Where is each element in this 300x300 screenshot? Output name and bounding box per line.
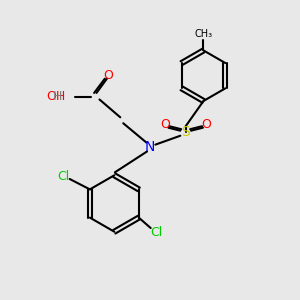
Text: O: O [103, 69, 113, 82]
Text: S: S [181, 125, 190, 139]
Text: CH₃: CH₃ [194, 29, 213, 39]
Text: Cl: Cl [57, 169, 69, 182]
Text: O: O [160, 118, 170, 131]
Text: O: O [202, 118, 212, 131]
Text: H: H [53, 90, 62, 103]
Text: N: N [145, 140, 155, 154]
Text: Cl: Cl [151, 226, 163, 239]
Text: OH: OH [46, 90, 65, 103]
